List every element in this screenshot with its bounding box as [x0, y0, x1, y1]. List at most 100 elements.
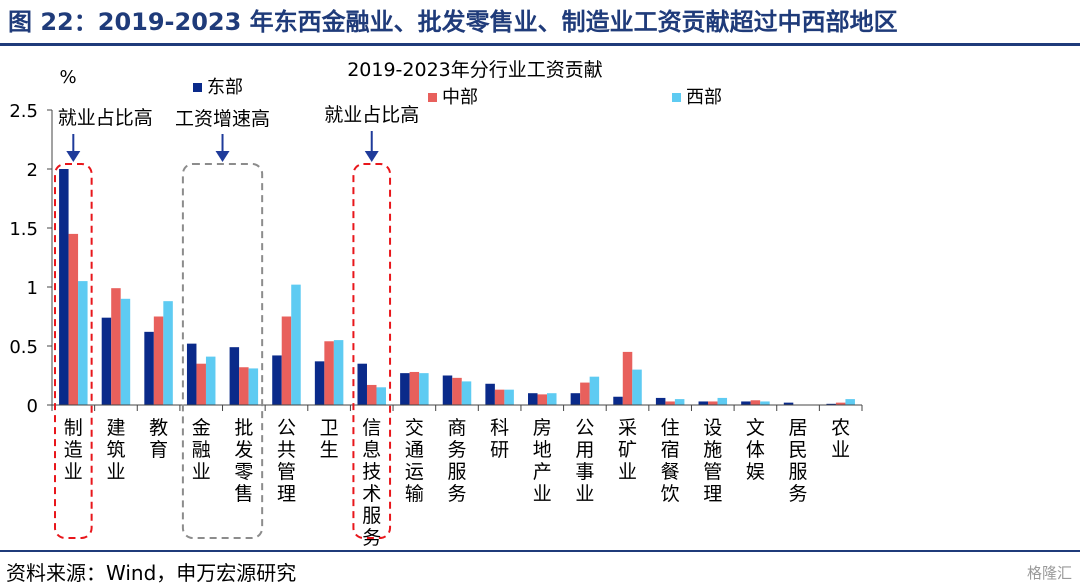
y-tick-label: 2.5 — [9, 101, 38, 122]
legend-label: 中部 — [442, 87, 478, 108]
bar — [333, 340, 344, 405]
y-tick-label: 1 — [27, 278, 38, 299]
x-tick-label: 公用事业 — [575, 417, 594, 505]
bar — [111, 288, 121, 405]
chart-title: 2019-2023年分行业工资贡献 — [347, 59, 603, 81]
bar — [78, 281, 88, 405]
annotation-label: 工资增速高 — [175, 108, 270, 130]
figure-title: 图 22：2019-2023 年东西金融业、批发零售业、制造业工资贡献超过中西部… — [8, 8, 898, 36]
bar — [291, 284, 301, 405]
bar — [419, 373, 429, 405]
bar — [409, 371, 420, 405]
bar — [324, 341, 334, 405]
x-tick-label: 交通运输 — [405, 417, 424, 505]
bar — [741, 401, 751, 405]
bar — [708, 401, 718, 405]
bar — [272, 355, 282, 405]
annotation-arrow-head — [66, 151, 81, 162]
bar — [144, 331, 154, 405]
annotation-box — [54, 163, 93, 539]
bars — [59, 169, 855, 405]
bottom-rule — [0, 550, 1080, 552]
bar — [153, 316, 164, 405]
bar — [452, 377, 462, 405]
bar — [494, 389, 505, 405]
bar — [376, 387, 386, 405]
x-tick-label: 设施管理 — [703, 417, 722, 505]
legend-label: 东部 — [207, 77, 243, 98]
legend-swatch — [672, 93, 681, 102]
bar — [59, 169, 69, 405]
bar — [461, 381, 472, 405]
x-tick-label: 批发零售 — [234, 417, 253, 505]
bar — [547, 393, 557, 405]
bar — [186, 343, 197, 405]
x-tick-label: 住宿餐饮 — [661, 417, 680, 505]
bar — [101, 317, 112, 405]
x-tick-label: 信息技术服务 — [362, 417, 381, 549]
legend-swatch — [193, 83, 202, 92]
bar — [163, 301, 173, 405]
bar — [580, 382, 590, 405]
x-tick-label: 农业 — [831, 417, 850, 461]
bar — [717, 397, 728, 405]
bar — [281, 316, 292, 405]
x-tick-label: 文体娱 — [746, 417, 765, 483]
x-tick-label: 房地产业 — [533, 417, 552, 505]
y-axis: 0 0.5 1 1.5 2 2.5 — [9, 101, 53, 417]
annotation-box — [352, 163, 392, 539]
bar — [845, 399, 855, 405]
annotation-label: 就业占比高 — [324, 104, 419, 126]
wage-contribution-chart: 2019-2023年分行业工资贡献 % 0 0.5 1 1.5 2 2.5 制造业 建筑业 教… — [9, 59, 863, 549]
bar — [229, 347, 240, 405]
bar — [366, 384, 377, 405]
y-tick-label: 0 — [27, 396, 38, 417]
x-tick-label: 卫生 — [320, 417, 339, 461]
bar — [665, 401, 675, 405]
bar — [783, 402, 794, 405]
bar — [826, 403, 836, 405]
y-tick-label: 1.5 — [9, 219, 38, 240]
title-rule — [0, 43, 1080, 46]
x-tick-label: 居民服务 — [789, 417, 808, 505]
bar — [750, 400, 761, 405]
bar — [570, 393, 581, 405]
bar — [400, 373, 410, 405]
x-tick-label: 金融业 — [192, 417, 211, 483]
bar — [120, 298, 131, 405]
bar — [196, 363, 206, 405]
bar — [485, 383, 495, 405]
x-tick-label: 科研 — [490, 417, 509, 461]
bar — [357, 363, 367, 405]
bar — [698, 401, 709, 405]
bar — [239, 367, 249, 405]
bar — [655, 397, 666, 405]
bar — [835, 402, 846, 405]
x-tick-label: 采矿业 — [618, 417, 637, 483]
annotation-arrow-head — [215, 151, 230, 162]
bar — [68, 233, 79, 405]
x-axis: 制造业 建筑业 教育 金融业 批发零售 公共管理 卫生 信息技术服务 交通运输 商务服务 科研 房地产… — [51, 404, 863, 549]
bar — [205, 356, 216, 405]
bar — [504, 389, 514, 405]
legend: 东部 中部 西部 — [193, 77, 722, 108]
bar — [528, 393, 538, 405]
bar — [589, 376, 600, 405]
watermark: 格隆汇 — [1026, 564, 1072, 582]
y-tick-label: 0.5 — [9, 337, 38, 358]
bar — [314, 361, 325, 405]
annotations: 就业占比高 工资增速高 就业占比高 — [54, 104, 419, 539]
x-tick-label: 商务服务 — [447, 417, 466, 505]
bar — [674, 399, 685, 405]
bar — [760, 401, 770, 405]
bar — [632, 369, 642, 405]
y-axis-unit: % — [59, 67, 76, 88]
x-tick-label: 公共管理 — [277, 417, 296, 505]
source-note: 资料来源：Wind，申万宏源研究 — [6, 561, 297, 585]
legend-swatch — [428, 93, 437, 102]
x-tick-label: 制造业 — [64, 417, 83, 483]
bar — [248, 368, 259, 405]
bar — [442, 375, 453, 405]
bar — [622, 351, 633, 405]
y-tick-label: 2 — [27, 160, 38, 181]
